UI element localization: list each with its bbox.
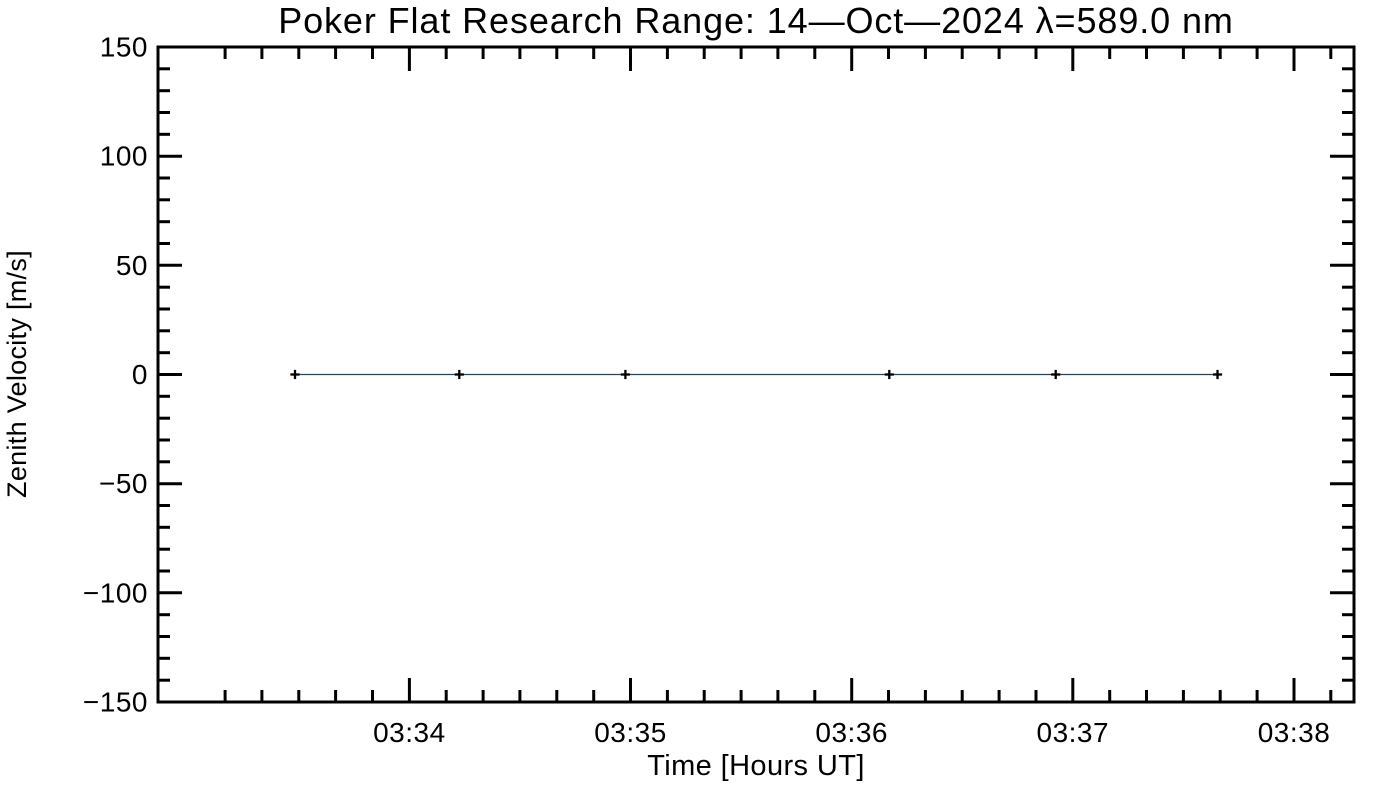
svg-text:03:35: 03:35 [594,717,667,748]
svg-text:−100: −100 [83,577,148,608]
svg-text:100: 100 [100,141,148,172]
svg-text:03:34: 03:34 [373,717,446,748]
svg-text:03:37: 03:37 [1037,717,1110,748]
svg-text:03:38: 03:38 [1258,717,1331,748]
svg-text:Zenith Velocity [m/s]: Zenith Velocity [m/s] [2,250,32,498]
svg-text:−50: −50 [99,468,148,499]
svg-text:Poker Flat Research Range: 14—: Poker Flat Research Range: 14—Oct—2024 λ… [278,0,1234,41]
svg-text:Time [Hours UT]: Time [Hours UT] [647,750,865,782]
svg-text:150: 150 [100,32,148,63]
svg-text:50: 50 [116,250,148,281]
svg-text:−150: −150 [83,687,148,718]
svg-text:03:36: 03:36 [815,717,888,748]
svg-text:0: 0 [132,359,148,390]
